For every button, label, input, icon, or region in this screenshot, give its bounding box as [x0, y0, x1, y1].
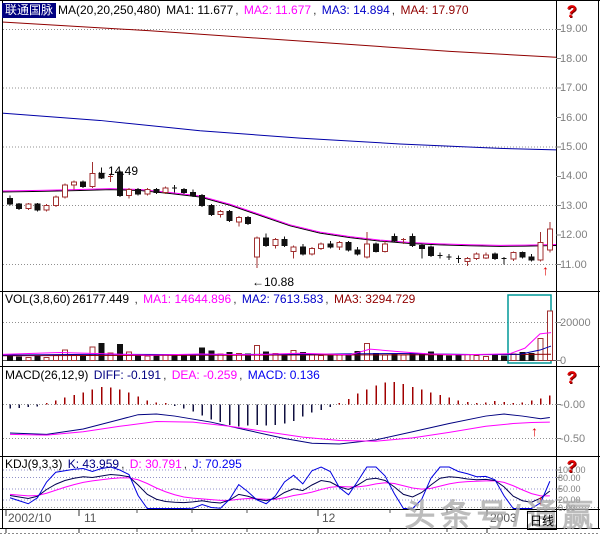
legend-item: MA1: 14644.896	[143, 292, 232, 306]
legend-item: MA2: 7613.583	[241, 292, 324, 306]
legend-item: MA3: 3294.729	[333, 292, 416, 306]
axis-tick-label: 14.00	[560, 170, 588, 183]
legend-item: MA3: 14.894	[321, 3, 390, 17]
legend-separator: ,	[233, 292, 240, 306]
time-axis-label: 2003	[490, 511, 517, 525]
vol-current-value: 26177.449	[72, 292, 130, 306]
price-annotation: ←14.49	[96, 164, 139, 178]
buy-signal-arrow-icon: ↑	[542, 262, 549, 278]
axis-tick-label: 18.00	[560, 52, 588, 65]
legend-separator: ,	[391, 3, 399, 17]
kdj-legend: KDJ(9,3,3) K: 43.959, D: 30.791, J: 70.2…	[5, 457, 244, 471]
axis-tick-label: -0.00	[560, 398, 586, 411]
kdj-params-label: KDJ(9,3,3)	[5, 457, 63, 471]
help-icon[interactable]: ?	[565, 368, 578, 387]
legend-item: MA1: 11.677	[166, 3, 234, 17]
axis-tick-label: 0.00	[558, 502, 576, 513]
axis-tick-label: 12.00	[560, 229, 588, 242]
axis-tick-label: 50.00	[558, 483, 581, 494]
legend-separator: ,	[183, 457, 191, 471]
legend-separator: ,	[313, 3, 320, 17]
price-legend: 联通国脉 MA(20,20,250,480) MA1: 11.677, MA2: …	[2, 1, 471, 18]
axis-tick-label: 20.00	[558, 495, 581, 505]
help-icon[interactable]: ?	[565, 2, 578, 21]
axis-tick-label: 13.00	[560, 199, 588, 212]
axis-tick-label: 0	[560, 354, 567, 367]
axis-tick-label: 11.00	[560, 258, 587, 271]
legend-separator: ,	[235, 3, 242, 17]
price-annotation: ←10.88	[252, 275, 295, 289]
legend-item: K: 43.959	[67, 457, 120, 471]
axis-tick-label: 100.00	[558, 465, 586, 475]
volume-legend: VOL(3,8,60) 26177.449 , MA1: 14644.896, M…	[5, 292, 417, 306]
legend-separator: ,	[325, 292, 332, 306]
legend-item: D: 30.791	[129, 457, 182, 471]
legend-separator: ,	[163, 368, 170, 382]
macd-signal-arrow-icon: ↑	[531, 423, 538, 439]
ma-params-label: MA(20,20,250,480)	[58, 3, 161, 17]
vol-params-label: VOL(3,8,60)	[5, 292, 71, 306]
legend-item: MACD: 0.136	[247, 368, 320, 382]
help-icon[interactable]: ?	[565, 457, 578, 476]
legend-item: MA4: 17.970	[400, 3, 469, 17]
stock-name[interactable]: 联通国脉	[2, 3, 57, 18]
legend-item: J: 70.295	[192, 457, 242, 471]
legend-separator: ,	[239, 368, 246, 382]
axis-tick-label: 19.00	[560, 23, 588, 36]
kdj-signal-arrow-icon: ↑	[537, 492, 544, 508]
time-axis-label: 12	[322, 511, 336, 525]
time-axis-label: 2002/10	[8, 511, 52, 525]
axis-tick-label: 17.00	[560, 82, 588, 95]
axis-tick-label: -0.50	[560, 432, 586, 445]
time-axis-label: 11	[84, 511, 97, 525]
legend-item: DIFF: -0.191	[93, 368, 162, 382]
axis-tick-label: 80.00	[558, 472, 581, 483]
macd-legend: MACD(26,12,9) DIFF: -0.191, DEA: -0.259,…	[5, 368, 322, 382]
axis-tick-label: 20000	[560, 316, 591, 329]
watermark: 头条号/通赢	[404, 498, 598, 533]
legend-separator: ,	[121, 457, 128, 471]
legend-item: DEA: -0.259	[171, 368, 238, 382]
legend-item: MA2: 11.677	[243, 3, 312, 17]
axis-tick-label: 15.00	[560, 140, 588, 153]
period-selector[interactable]: 日线	[527, 511, 558, 530]
legend-separator: ,	[134, 292, 142, 306]
macd-params-label: MACD(26,12,9)	[5, 368, 89, 382]
axis-tick-label: 16.00	[560, 111, 588, 124]
